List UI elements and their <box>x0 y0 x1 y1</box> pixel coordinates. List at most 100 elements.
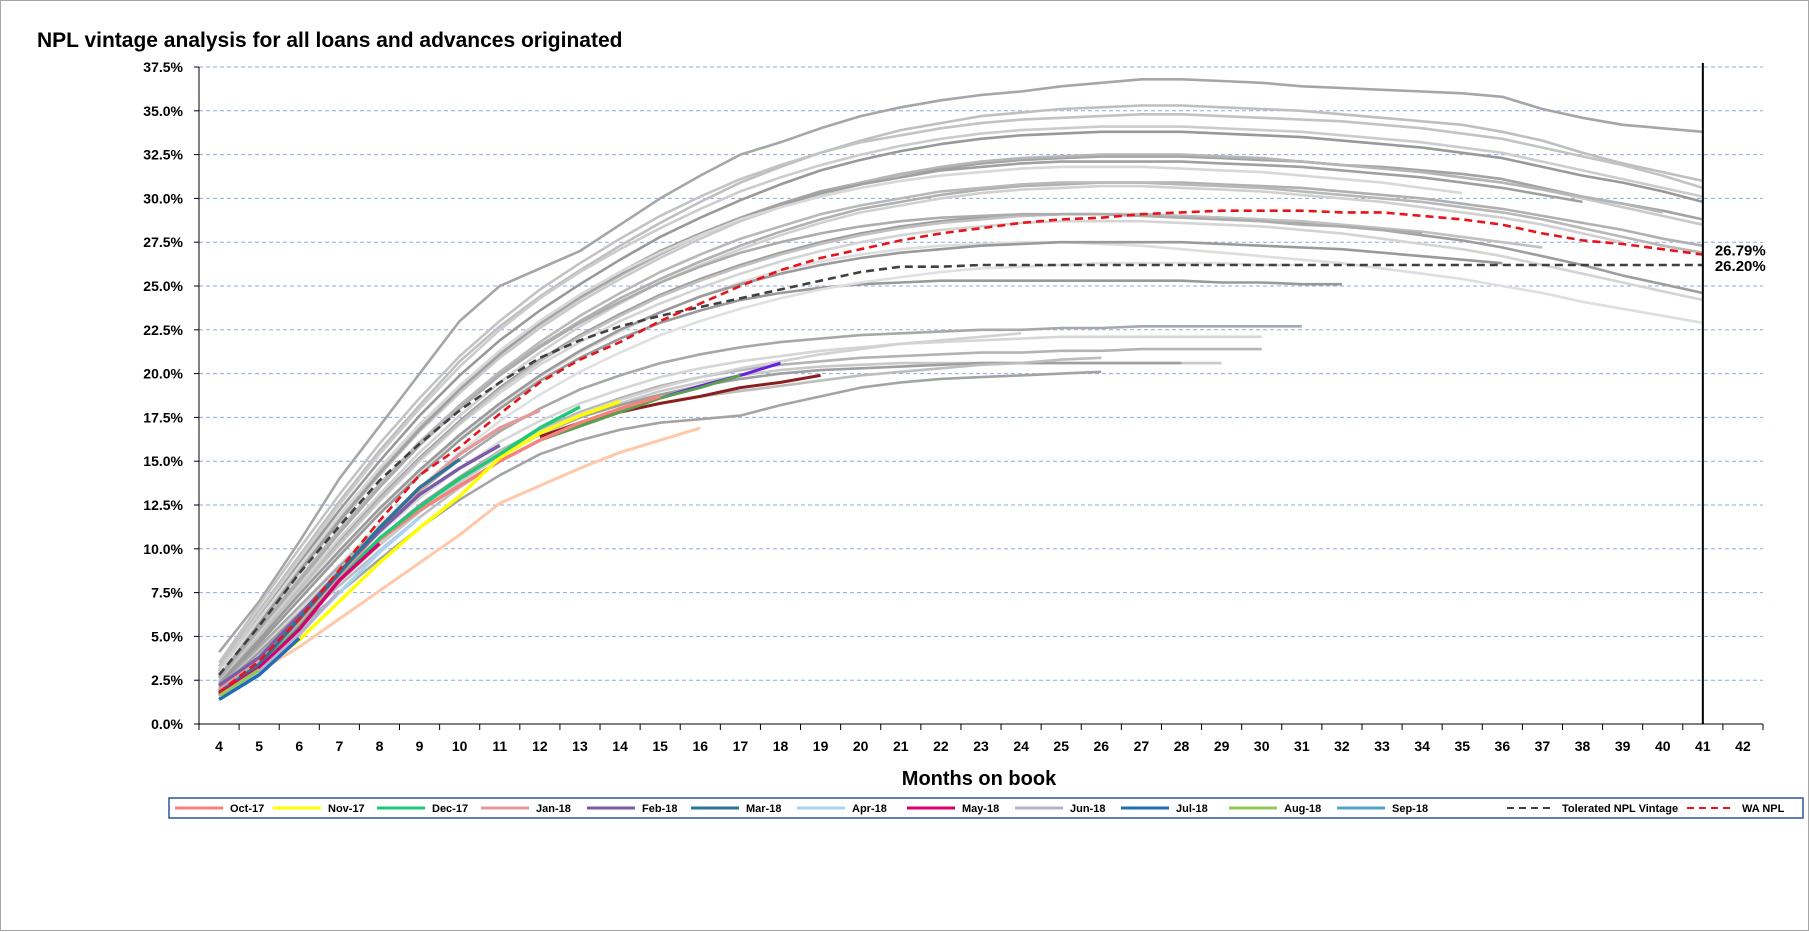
x-tick-label: 40 <box>1655 738 1671 754</box>
legend-label: Apr-18 <box>852 803 887 815</box>
background-vintage-line <box>218 78 1703 654</box>
vintage-line <box>218 426 701 698</box>
annotation-label: 26.20% <box>1715 258 1766 275</box>
y-tick-label: 12.5% <box>143 497 183 513</box>
y-tick-label: 22.5% <box>143 322 183 338</box>
annotations: 26.79%26.20% <box>1715 243 1766 275</box>
x-tick-label: 42 <box>1735 738 1751 754</box>
background-vintage-line <box>218 219 1704 685</box>
y-tick-label: 25.0% <box>143 278 183 294</box>
x-tick-label: 4 <box>215 738 223 754</box>
background-vintage-line <box>218 181 1704 682</box>
x-tick-label: 35 <box>1454 738 1470 754</box>
legend-label: WA NPL <box>1742 803 1785 815</box>
annotation-label: 26.79% <box>1715 243 1766 260</box>
y-tick-label: 7.5% <box>151 585 183 601</box>
legend-label: Sep-18 <box>1392 803 1428 815</box>
background-vintage-line <box>218 370 1102 696</box>
legend-label: Feb-18 <box>642 803 677 815</box>
legend-label: Jan-18 <box>536 803 571 815</box>
x-tick-label: 29 <box>1214 738 1230 754</box>
y-tick-label: 20.0% <box>143 366 183 382</box>
y-tick-label: 2.5% <box>151 672 183 688</box>
chart-title: NPL vintage analysis for all loans and a… <box>37 29 622 52</box>
background-vintage-line <box>218 113 1704 664</box>
x-tick-label: 23 <box>973 738 989 754</box>
background-vintage-line <box>218 160 1583 678</box>
legend-label: May-18 <box>962 803 999 815</box>
background-vintage-line <box>218 125 1704 671</box>
x-tick-label: 8 <box>376 738 384 754</box>
background-vintage-line <box>218 279 1342 687</box>
legend-label: Jul-18 <box>1176 803 1208 815</box>
x-axis-title: Months on book <box>902 768 1057 790</box>
y-tick-label: 5.0% <box>151 628 183 644</box>
y-tick-label: 10.0% <box>143 541 183 557</box>
x-tick-label: 24 <box>1013 738 1029 754</box>
x-tick-label: 27 <box>1134 738 1150 754</box>
series-line-mar-18 <box>218 458 461 694</box>
x-tick-label: 13 <box>572 738 588 754</box>
x-tick-label: 14 <box>612 738 628 754</box>
x-tick-label: 38 <box>1575 738 1591 754</box>
legend-label: Aug-18 <box>1284 803 1321 815</box>
background-vintage-line <box>218 212 1543 683</box>
x-tick-label: 31 <box>1294 738 1310 754</box>
highlighted-vintage-lines <box>218 209 1703 701</box>
background-vintage-line <box>218 361 1222 692</box>
x-tick-label: 7 <box>335 738 343 754</box>
x-tick-label: 9 <box>416 738 424 754</box>
x-axis-ticks: 4 5 6 7 8 9 10 11 12 13 14 15 16 17 18 19 20 21 22 23 24 25 26… <box>198 724 1764 754</box>
legend-box <box>168 797 1804 819</box>
y-tick-label: 37.5% <box>143 59 183 75</box>
x-tick-label: 39 <box>1615 738 1631 754</box>
series-line-dec-17 <box>218 405 581 693</box>
x-tick-label: 21 <box>893 738 909 754</box>
x-tick-label: 18 <box>773 738 789 754</box>
background-vintage-line <box>218 240 1704 687</box>
x-tick-label: 26 <box>1094 738 1110 754</box>
series-line-jul-18 <box>218 636 301 701</box>
x-tick-label: 10 <box>452 738 468 754</box>
legend-label: Mar-18 <box>746 803 781 815</box>
x-tick-label: 17 <box>733 738 749 754</box>
x-tick-label: 6 <box>295 738 303 754</box>
x-tick-label: 30 <box>1254 738 1270 754</box>
background-vintage-line <box>218 240 1503 685</box>
background-vintage-lines <box>218 78 1704 696</box>
legend: Oct-17 Nov-17 Dec-17 Jan-18 Feb-18 Mar-18 Apr-… <box>168 797 1804 819</box>
x-tick-label: 41 <box>1695 738 1711 754</box>
background-vintage-line <box>218 165 1463 674</box>
legend-label: Oct-17 <box>230 803 264 815</box>
background-vintage-line <box>218 155 1704 674</box>
x-tick-label: 20 <box>853 738 869 754</box>
background-vintage-line <box>218 130 1704 673</box>
x-tick-label: 34 <box>1414 738 1430 754</box>
legend-label: Nov-17 <box>328 803 365 815</box>
background-vintage-line <box>218 155 1704 678</box>
legend-label: Dec-17 <box>432 803 468 815</box>
x-tick-label: 16 <box>692 738 708 754</box>
y-tick-label: 17.5% <box>143 409 183 425</box>
series-line-wa-npl <box>218 209 1703 694</box>
x-tick-label: 11 <box>492 738 507 754</box>
axes <box>198 63 1763 725</box>
background-vintage-line <box>218 212 1704 683</box>
y-tick-label: 30.0% <box>143 190 183 206</box>
y-tick-label: 15.0% <box>143 453 183 469</box>
x-tick-label: 28 <box>1174 738 1190 754</box>
background-vintage-line <box>218 181 1704 680</box>
background-vintage-line <box>218 347 1262 692</box>
x-tick-label: 12 <box>532 738 548 754</box>
series-line-aug-18 <box>218 668 261 698</box>
y-tick-label: 0.0% <box>151 716 183 732</box>
y-tick-label: 35.0% <box>143 103 183 119</box>
x-tick-label: 19 <box>813 738 829 754</box>
x-tick-label: 33 <box>1374 738 1390 754</box>
x-tick-label: 37 <box>1535 738 1551 754</box>
x-tick-label: 22 <box>933 738 949 754</box>
background-vintage-line <box>218 104 1704 667</box>
legend-label: Tolerated NPL Vintage <box>1562 803 1678 815</box>
